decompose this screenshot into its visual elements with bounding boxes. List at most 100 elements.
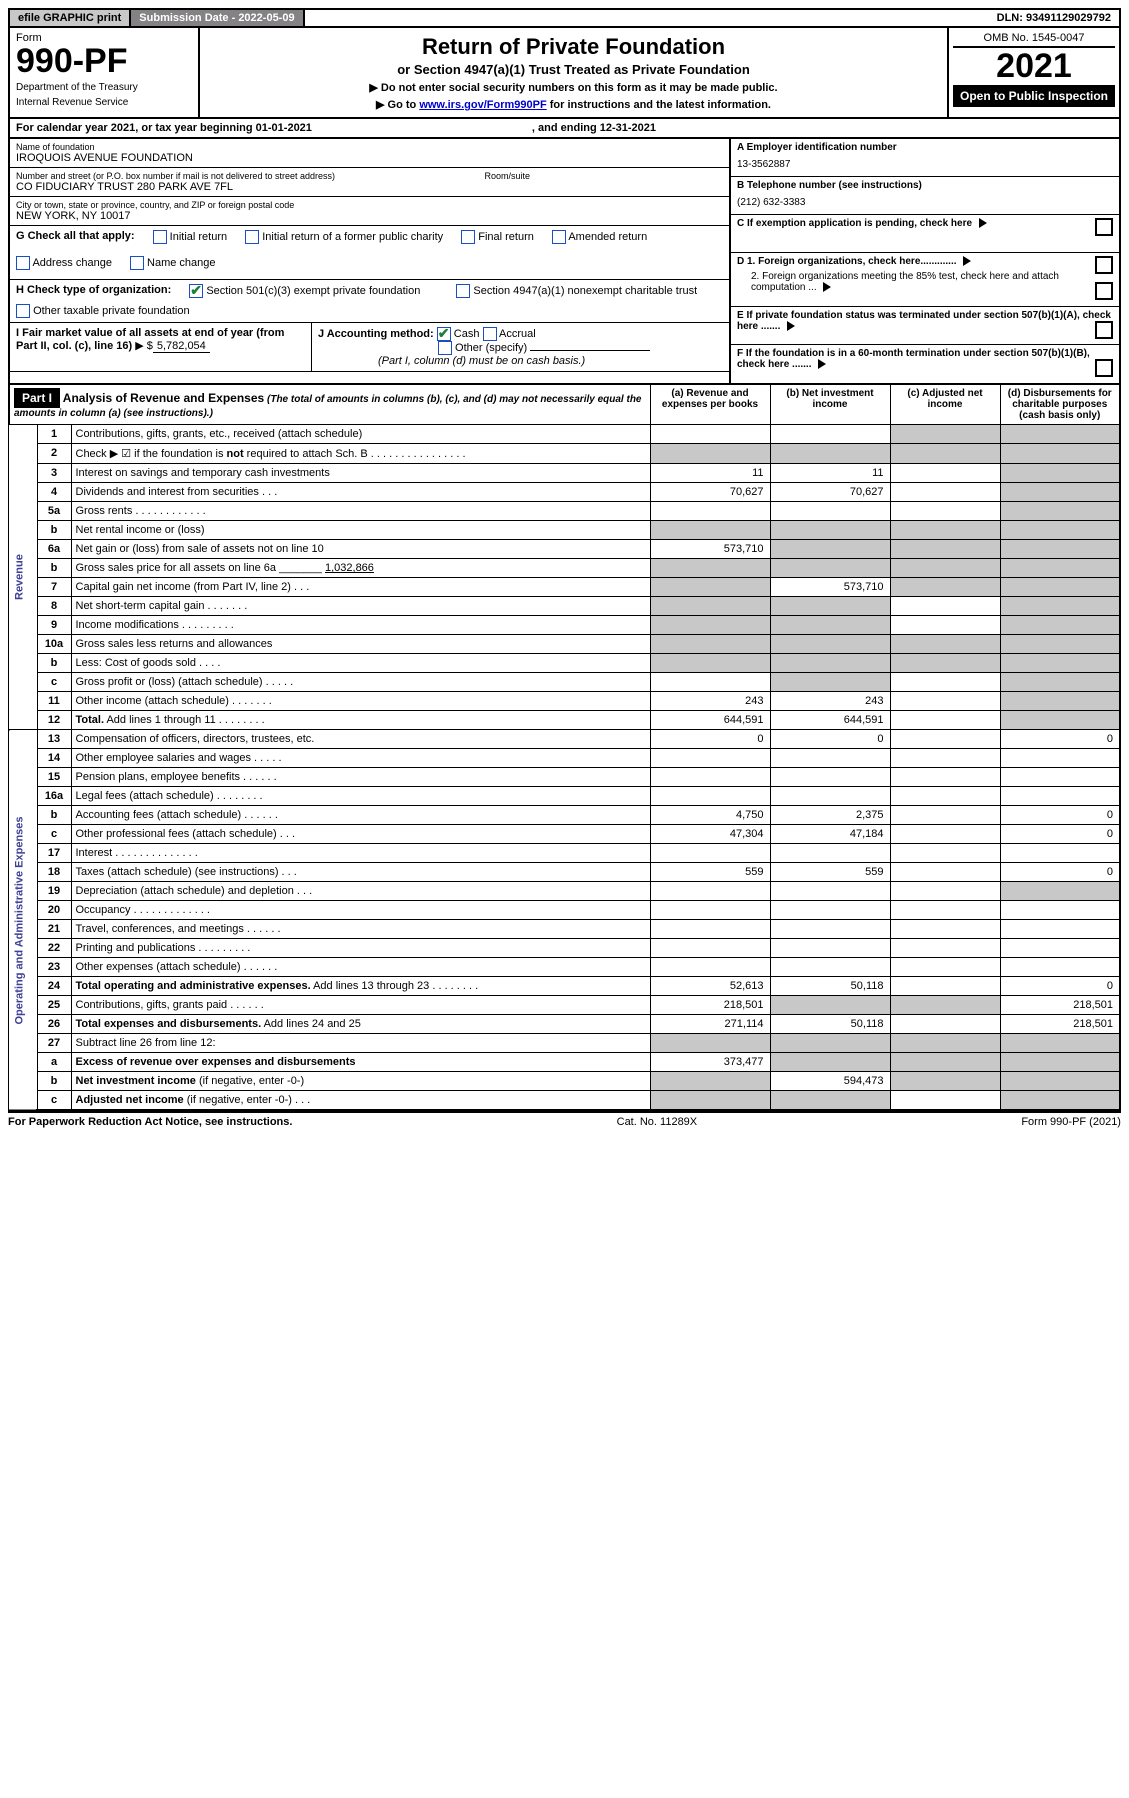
f-checkbox[interactable] xyxy=(1095,359,1113,377)
line-description: Net short-term capital gain . . . . . . … xyxy=(71,597,650,616)
value-cell xyxy=(890,654,1000,673)
i-block: I Fair market value of all assets at end… xyxy=(10,323,312,371)
col-b-header: (b) Net investment income xyxy=(770,384,890,425)
value-cell xyxy=(770,749,890,768)
line-number: 18 xyxy=(37,863,71,882)
value-cell xyxy=(890,901,1000,920)
h-4947[interactable]: Section 4947(a)(1) nonexempt charitable … xyxy=(456,284,697,298)
arrow-icon xyxy=(823,282,831,292)
dept-treasury: Department of the Treasury xyxy=(16,82,192,93)
line-number: 21 xyxy=(37,920,71,939)
value-cell xyxy=(770,958,890,977)
arrow-icon xyxy=(963,256,971,266)
table-row: 8Net short-term capital gain . . . . . .… xyxy=(9,597,1120,616)
value-cell: 0 xyxy=(1000,863,1120,882)
line-number: 22 xyxy=(37,939,71,958)
value-cell xyxy=(1000,578,1120,597)
ein-value: 13-3562887 xyxy=(737,159,1113,170)
line-number: 10a xyxy=(37,635,71,654)
value-cell xyxy=(890,711,1000,730)
value-cell: 0 xyxy=(1000,977,1120,996)
g-initial-former[interactable]: Initial return of a former public charit… xyxy=(245,230,443,244)
g-amended-return[interactable]: Amended return xyxy=(552,230,647,244)
col-d-header: (d) Disbursements for charitable purpose… xyxy=(1000,384,1120,425)
line-description: Total. Add lines 1 through 11 . . . . . … xyxy=(71,711,650,730)
form-number: 990-PF xyxy=(16,44,192,78)
d2-checkbox[interactable] xyxy=(1095,282,1113,300)
d1-checkbox[interactable] xyxy=(1095,256,1113,274)
g-final-return[interactable]: Final return xyxy=(461,230,534,244)
h-501c3-label: Section 501(c)(3) exempt private foundat… xyxy=(206,285,420,297)
g-address-change[interactable]: Address change xyxy=(16,256,112,270)
value-cell xyxy=(890,730,1000,749)
j-block: J Accounting method: Cash Accrual Other … xyxy=(312,323,729,371)
value-cell xyxy=(890,1034,1000,1053)
value-cell xyxy=(1000,635,1120,654)
paperwork-notice: For Paperwork Reduction Act Notice, see … xyxy=(8,1116,292,1128)
value-cell xyxy=(1000,1034,1120,1053)
j-other[interactable]: Other (specify) xyxy=(438,342,650,354)
value-cell: 243 xyxy=(770,692,890,711)
value-cell: 11 xyxy=(650,464,770,483)
value-cell xyxy=(770,521,890,540)
foundation-name: IROQUOIS AVENUE FOUNDATION xyxy=(16,152,723,164)
value-cell xyxy=(650,673,770,692)
j-accrual[interactable]: Accrual xyxy=(483,328,536,340)
h-label: H Check type of organization: xyxy=(16,284,171,296)
g-address-label: Address change xyxy=(32,256,112,268)
value-cell xyxy=(1000,939,1120,958)
table-row: 14Other employee salaries and wages . . … xyxy=(9,749,1120,768)
value-cell: 70,627 xyxy=(770,483,890,502)
address-cell: Number and street (or P.O. box number if… xyxy=(10,168,729,197)
g-initial-return[interactable]: Initial return xyxy=(153,230,228,244)
arrow-icon xyxy=(787,321,795,331)
h-501c3[interactable]: Section 501(c)(3) exempt private foundat… xyxy=(189,284,420,298)
value-cell xyxy=(770,502,890,521)
value-cell xyxy=(650,559,770,578)
part1-title: Analysis of Revenue and Expenses xyxy=(63,391,264,405)
table-row: 9Income modifications . . . . . . . . . xyxy=(9,616,1120,635)
table-row: 2Check ▶ ☑ if the foundation is not requ… xyxy=(9,444,1120,464)
g-name-label: Name change xyxy=(147,256,216,268)
tel-cell: B Telephone number (see instructions) (2… xyxy=(731,177,1119,215)
line-description: Net investment income (if negative, ente… xyxy=(71,1072,650,1091)
c-checkbox[interactable] xyxy=(1095,218,1113,236)
j-cash[interactable]: Cash xyxy=(437,328,480,340)
table-row: 26Total expenses and disbursements. Add … xyxy=(9,1015,1120,1034)
irs-link[interactable]: www.irs.gov/Form990PF xyxy=(419,99,546,111)
value-cell xyxy=(890,540,1000,559)
tax-year: 2021 xyxy=(953,48,1115,85)
d2-label: 2. Foreign organizations meeting the 85%… xyxy=(751,271,1059,293)
line-number: c xyxy=(37,673,71,692)
arrow-icon xyxy=(979,218,987,228)
value-cell xyxy=(1000,920,1120,939)
identity-block: Name of foundation IROQUOIS AVENUE FOUND… xyxy=(8,139,1121,383)
e-cell: E If private foundation status was termi… xyxy=(731,307,1119,345)
e-checkbox[interactable] xyxy=(1095,321,1113,339)
value-cell: 47,304 xyxy=(650,825,770,844)
h-other-taxable[interactable]: Other taxable private foundation xyxy=(16,304,190,318)
cal-year-end: , and ending 12-31-2021 xyxy=(532,122,656,134)
j-other-label: Other (specify) xyxy=(455,342,527,354)
value-cell: 70,627 xyxy=(650,483,770,502)
value-cell xyxy=(650,597,770,616)
line-description: Travel, conferences, and meetings . . . … xyxy=(71,920,650,939)
efile-label: efile GRAPHIC print xyxy=(10,10,131,26)
value-cell xyxy=(1000,654,1120,673)
line-description: Interest . . . . . . . . . . . . . . xyxy=(71,844,650,863)
part1-table: Part I Analysis of Revenue and Expenses … xyxy=(8,383,1121,1111)
line-description: Legal fees (attach schedule) . . . . . .… xyxy=(71,787,650,806)
line-number: 16a xyxy=(37,787,71,806)
value-cell xyxy=(890,768,1000,787)
tel-label: B Telephone number (see instructions) xyxy=(737,180,1113,191)
inst2-pre: ▶ Go to xyxy=(376,99,419,111)
value-cell xyxy=(890,787,1000,806)
table-row: 12Total. Add lines 1 through 11 . . . . … xyxy=(9,711,1120,730)
line-description: Less: Cost of goods sold . . . . xyxy=(71,654,650,673)
value-cell xyxy=(1000,483,1120,502)
value-cell xyxy=(650,920,770,939)
city-label: City or town, state or province, country… xyxy=(16,200,723,210)
line-number: 26 xyxy=(37,1015,71,1034)
value-cell xyxy=(1000,444,1120,464)
g-name-change[interactable]: Name change xyxy=(130,256,216,270)
